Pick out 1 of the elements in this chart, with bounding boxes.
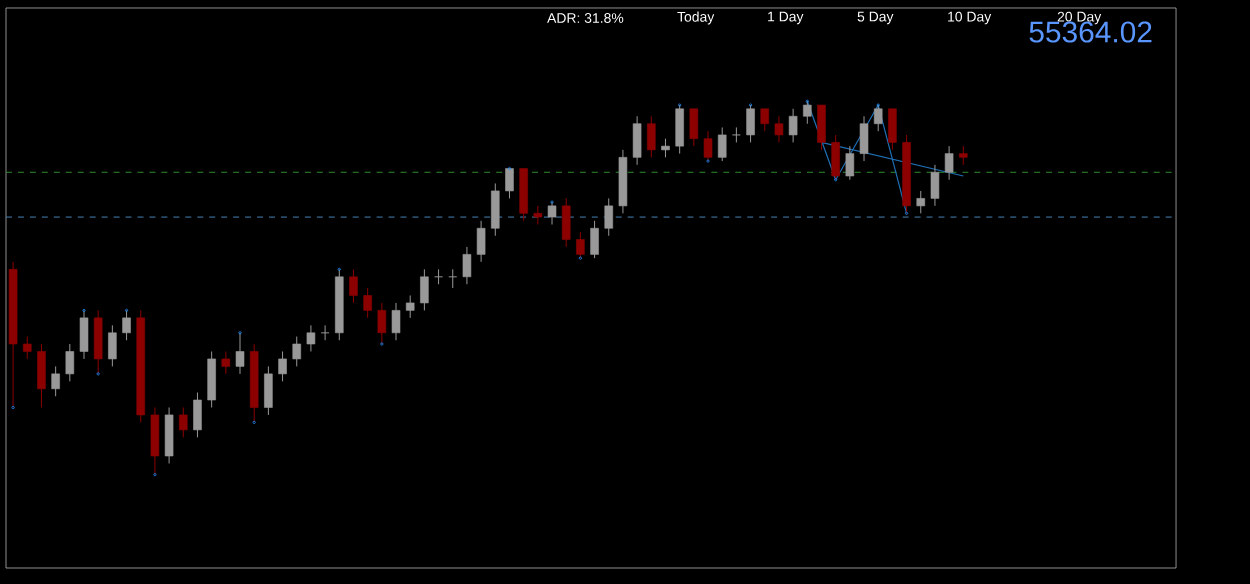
- text: 55364.02: [1029, 21, 1152, 43]
